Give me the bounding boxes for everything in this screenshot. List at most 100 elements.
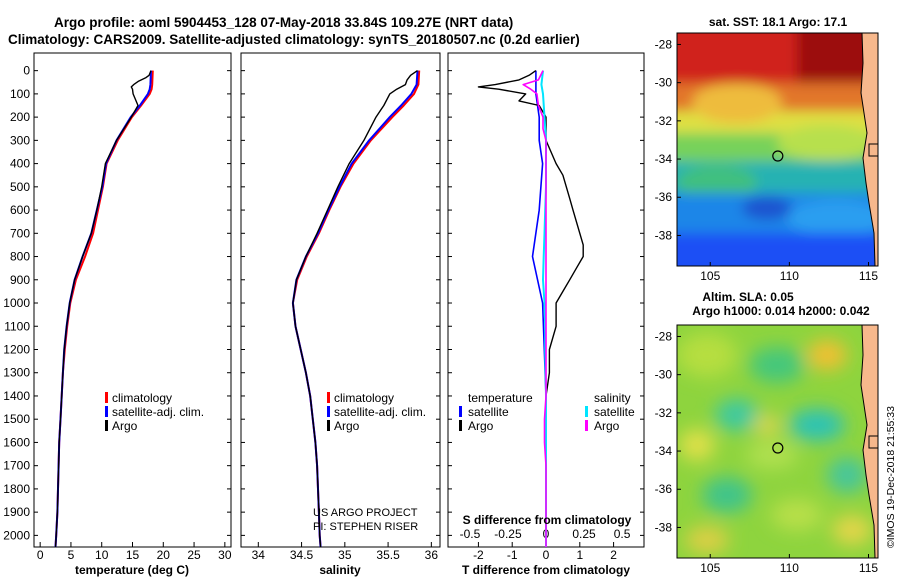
depth-tick-label: 200 xyxy=(10,110,30,124)
legend-satellite-swatch xyxy=(105,406,108,417)
sst-map: sat. SST: 18.1 Argo: 17.1 -28 xyxy=(655,15,879,283)
x-tick-label: 20 xyxy=(157,548,171,562)
lon-tick-label: 110 xyxy=(780,269,799,283)
top-tick-label: 0.25 xyxy=(572,527,596,541)
legend-temp-satellite-swatch xyxy=(459,406,462,417)
sla-map-image xyxy=(677,325,878,558)
depth-tick-label: 800 xyxy=(10,250,30,264)
lon-tick-label: 105 xyxy=(700,269,720,283)
lat-tick-label: -34 xyxy=(655,444,673,458)
top-tick-label: -0.5 xyxy=(460,527,481,541)
top-tick-label: -0.25 xyxy=(494,527,522,541)
x-tick-label: 5 xyxy=(68,548,75,562)
legend-argo-swatch xyxy=(327,420,330,431)
legend-sal-satellite-label: satellite xyxy=(594,405,635,419)
depth-tick-label: 300 xyxy=(10,133,30,147)
x-tick-label: -2 xyxy=(473,548,484,562)
lat-tick-label: -30 xyxy=(655,76,673,90)
salinity-panel: 34 34.5 35 35.5 36 climatology satellite-adj… xyxy=(240,52,441,577)
sst-map-image xyxy=(677,33,878,266)
depth-tick-label: 900 xyxy=(10,273,30,287)
x-tick-label: -1 xyxy=(507,548,518,562)
x-tick-label: 2 xyxy=(610,548,617,562)
imos-credit: ©IMOS 19-Dec-2018 21:55:33 xyxy=(885,406,897,548)
lat-tick-label: -36 xyxy=(655,482,673,496)
legend-temperature-heading: temperature xyxy=(468,391,533,405)
depth-tick-label: 400 xyxy=(10,157,30,171)
legend-climatology-label: climatology xyxy=(334,391,394,405)
legend-satellite-label: satellite-adj. clim. xyxy=(112,405,204,419)
salinity-legend: climatology satellite-adj. clim. Argo xyxy=(327,391,426,433)
sst-map-title: sat. SST: 18.1 Argo: 17.1 xyxy=(709,15,848,29)
lat-tick-label: -30 xyxy=(655,368,673,382)
depth-tick-label: 1900 xyxy=(3,505,30,519)
series-line-salinity-satellite xyxy=(540,70,547,547)
depth-tick-label: 1000 xyxy=(3,296,30,310)
lat-tick-label: -38 xyxy=(655,520,673,534)
x-tick-label: 34 xyxy=(252,548,266,562)
depth-tick-label: 1700 xyxy=(3,459,30,473)
legend-climatology-label: climatology xyxy=(112,391,172,405)
lon-tick-label: 105 xyxy=(700,561,720,575)
depth-tick-label: 1500 xyxy=(3,412,30,426)
legend-climatology-swatch xyxy=(327,392,330,403)
legend-sal-argo-swatch xyxy=(585,420,588,431)
temperature-panel-frame xyxy=(33,52,232,548)
legend-argo-label: Argo xyxy=(112,419,138,433)
sst-map-frame xyxy=(676,32,879,267)
figure-title-line2: Climatology: CARS2009. Satellite-adjuste… xyxy=(8,32,580,47)
sla-map: Altim. SLA: 0.05 Argo h1000: 0.014 h2000… xyxy=(655,290,879,575)
depth-tick-label: 700 xyxy=(10,226,30,240)
x-tick-label: 36 xyxy=(425,548,439,562)
temperature-axis-label: temperature (deg C) xyxy=(75,563,189,577)
sla-map-title-line1: Altim. SLA: 0.05 xyxy=(702,290,794,304)
x-tick-label: 35.5 xyxy=(376,548,400,562)
float-position-marker xyxy=(772,150,784,162)
legend-argo-label: Argo xyxy=(334,419,360,433)
lat-tick-label: -28 xyxy=(655,37,673,51)
temperature-legend: climatology satellite-adj. clim. Argo xyxy=(105,391,204,433)
series-line-argo xyxy=(54,70,152,547)
temperature-panel: 0 5 10 15 20 25 30 climatology satellite-adj. … xyxy=(33,52,232,577)
legend-temp-satellite-label: satellite xyxy=(468,405,509,419)
salinity-axis-label: salinity xyxy=(319,563,361,577)
depth-tick-label: 1600 xyxy=(3,435,30,449)
lon-tick-label: 110 xyxy=(780,561,799,575)
lat-tick-label: -36 xyxy=(655,190,673,204)
legend-temp-argo-swatch xyxy=(459,420,462,431)
depth-tick-label: 1100 xyxy=(4,319,30,333)
legend-temp-argo-label: Argo xyxy=(468,419,494,433)
sla-map-frame xyxy=(676,324,879,559)
figure-title-line1: Argo profile: aoml 5904453_128 07-May-20… xyxy=(54,15,513,30)
x-tick-label: 25 xyxy=(187,548,201,562)
series-line-argo xyxy=(292,70,418,547)
x-tick-label: 0 xyxy=(37,548,44,562)
salinity-panel-frame xyxy=(240,52,441,548)
legend-sal-argo-label: Argo xyxy=(594,419,620,433)
x-tick-label: 34.5 xyxy=(290,548,314,562)
depth-tick-label: 1800 xyxy=(3,482,30,496)
sla-map-title-line2: Argo h1000: 0.014 h2000: 0.042 xyxy=(692,304,870,318)
x-tick-label: 1 xyxy=(576,548,583,562)
lat-tick-label: -32 xyxy=(655,406,673,420)
lat-tick-label: -28 xyxy=(655,329,673,343)
depth-tick-label: 100 xyxy=(10,87,30,101)
x-tick-label: 35 xyxy=(338,548,352,562)
difference-panel: -2 -1 0 1 2-0.5 -0.25 0 0.25 0.5 temperature sat… xyxy=(447,52,645,577)
legend-satellite-label: satellite-adj. clim. xyxy=(334,405,426,419)
lat-tick-label: -32 xyxy=(655,114,673,128)
lon-tick-label: 115 xyxy=(859,561,878,575)
depth-tick-label: 2000 xyxy=(3,528,30,542)
depth-axis: 0 100 200 300 400 500 600 700 800 900 1000 1100 1200… xyxy=(3,64,30,543)
x-tick-label: 15 xyxy=(126,548,140,562)
salinity-difference-axis-label: S difference from climatology xyxy=(463,513,632,527)
x-tick-label: 10 xyxy=(95,548,109,562)
temperature-difference-axis-label: T difference from climatology xyxy=(462,563,630,577)
depth-tick-label: 1300 xyxy=(3,366,30,380)
pi-credit: PI: STEPHEN RISER xyxy=(313,521,418,533)
legend-salinity-heading: salinity xyxy=(594,391,631,405)
legend-satellite-swatch xyxy=(327,406,330,417)
float-position-marker xyxy=(772,442,784,454)
top-tick-label: 0.5 xyxy=(614,527,631,541)
